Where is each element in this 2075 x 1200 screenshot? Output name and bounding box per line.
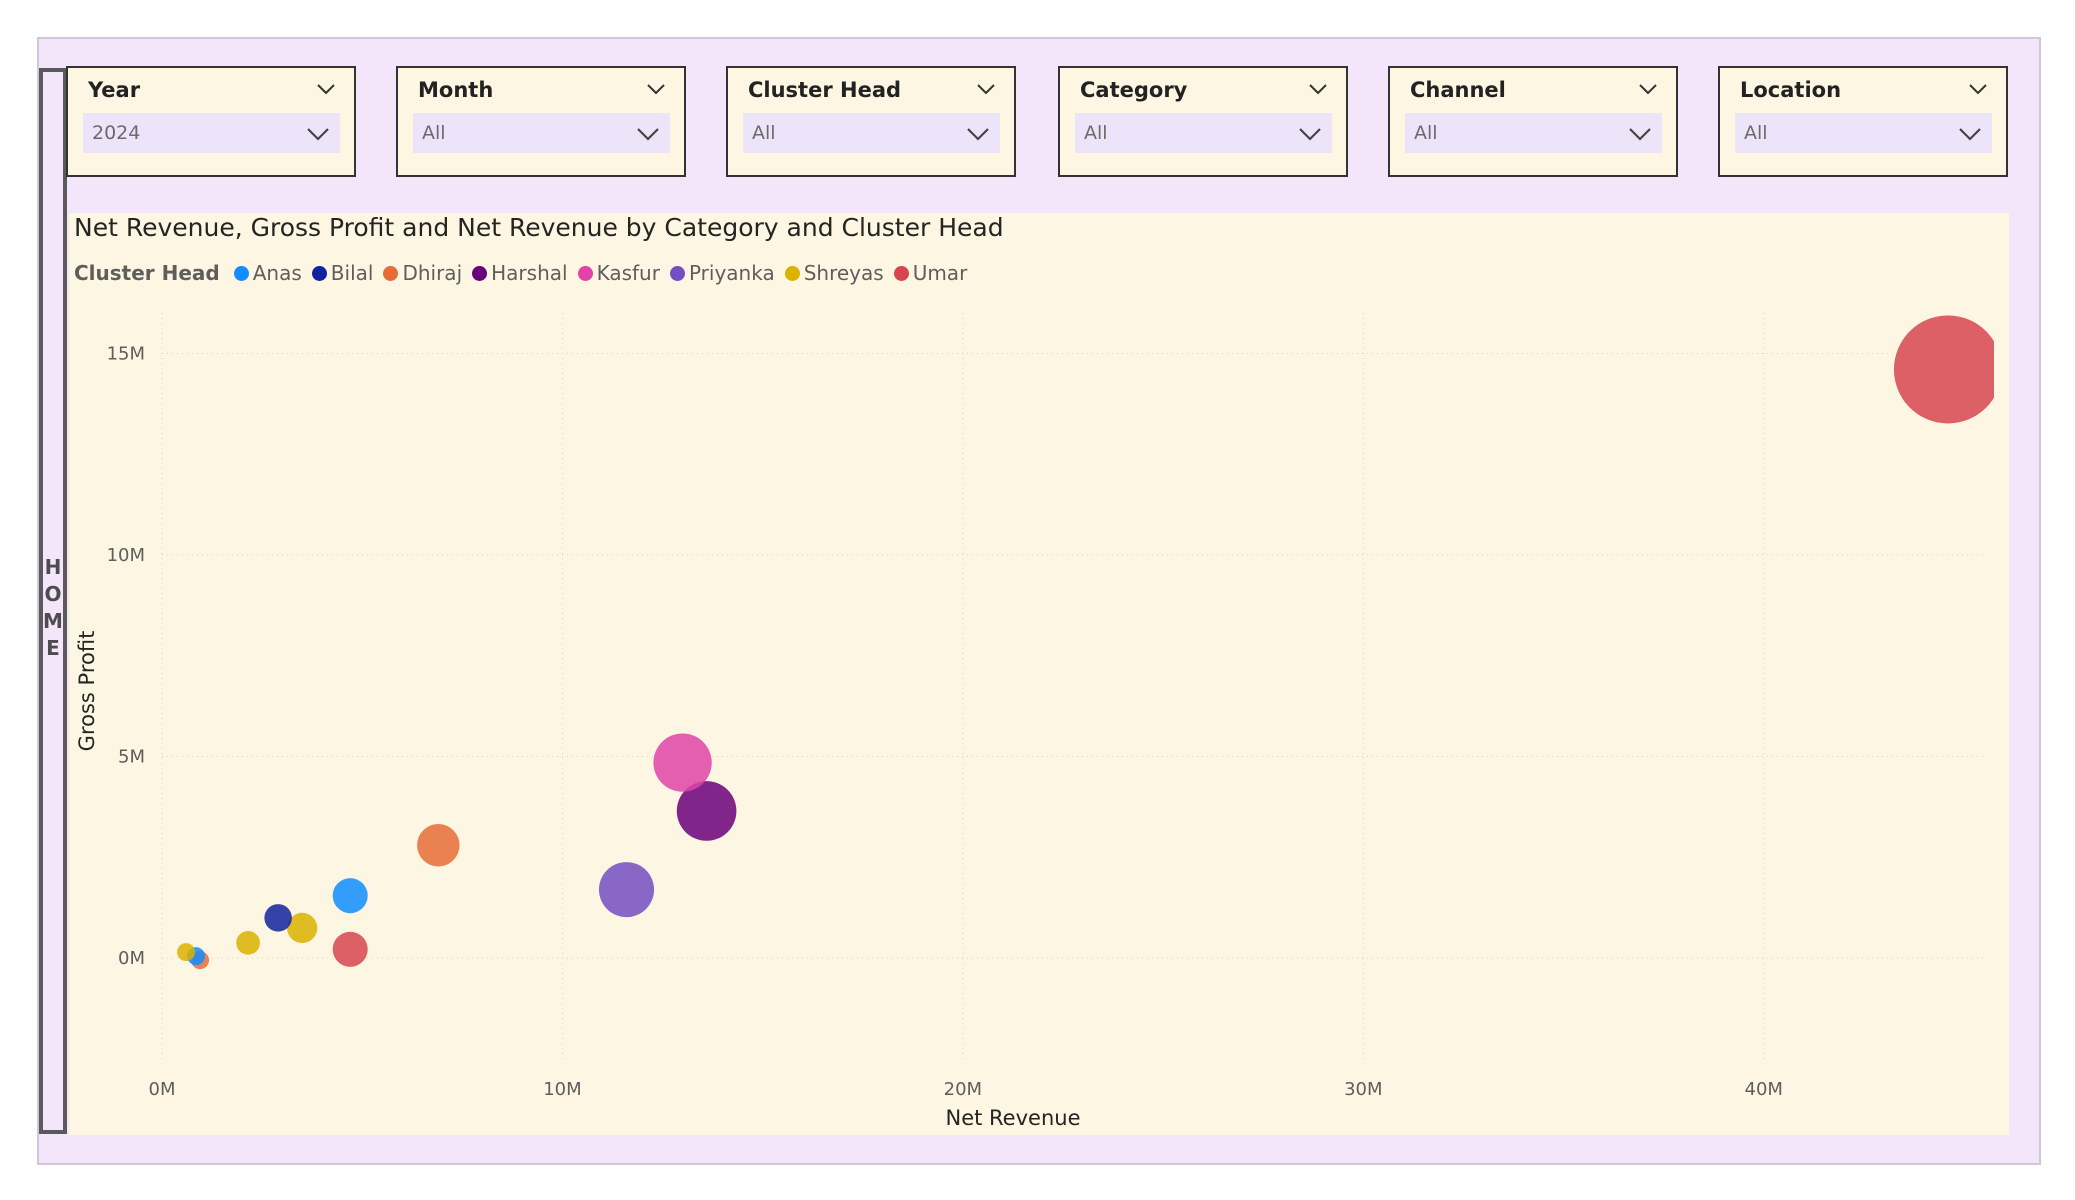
x-tick-label: 30M <box>1344 1079 1382 1100</box>
bubble-umar[interactable] <box>1893 315 2002 424</box>
legend-dot-icon <box>893 265 909 281</box>
home-button-label: HOME <box>43 555 63 660</box>
bubble-priyanka[interactable] <box>598 862 655 918</box>
bubble-harshal[interactable] <box>676 781 737 841</box>
scatter-chart-panel: Net Revenue, Gross Profit and Net Revenu… <box>69 213 2009 1135</box>
legend-label: Umar <box>912 261 968 285</box>
slicer-year: Year 2024 <box>66 66 356 177</box>
y-tick-label: 0M <box>118 948 145 969</box>
legend-item-harshal[interactable]: Harshal <box>472 261 568 285</box>
legend-item-dhiraj[interactable]: Dhiraj <box>383 261 462 285</box>
chevron-down-icon <box>1629 128 1651 141</box>
legend-dot-icon <box>233 265 249 281</box>
bubble-shreyas[interactable] <box>177 943 196 962</box>
chevron-down-icon <box>967 128 989 141</box>
slicer-cluster-head: Cluster Head All <box>726 66 1016 177</box>
chevron-down-icon[interactable] <box>1308 82 1328 96</box>
chevron-down-icon[interactable] <box>1968 82 1988 96</box>
slicer-location: Location All <box>1718 66 2008 177</box>
legend-item-umar[interactable]: Umar <box>893 261 968 285</box>
chevron-down-icon[interactable] <box>976 82 996 96</box>
slicer-category-title: Category <box>1080 78 1188 102</box>
slicer-year-value: 2024 <box>92 122 141 144</box>
legend-dot-icon <box>577 265 593 281</box>
x-axis-label: Net Revenue <box>946 1106 1081 1130</box>
chevron-down-icon <box>1299 128 1321 141</box>
legend-dot-icon <box>472 265 488 281</box>
slicer-cluster-head-dropdown[interactable]: All <box>743 113 1000 153</box>
slicer-location-dropdown[interactable]: All <box>1735 113 1992 153</box>
slicer-year-dropdown[interactable]: 2024 <box>83 113 340 153</box>
bubble-umar[interactable] <box>332 931 368 967</box>
legend-label: Anas <box>252 261 302 285</box>
legend-dot-icon <box>311 265 327 281</box>
slicer-category-value: All <box>1084 122 1108 144</box>
bubble-group <box>177 315 2002 970</box>
scatter-plot: 0M 10M 20M 30M 40M 0M 5M 10M 15M Net Revenue Gross… <box>75 313 2002 1130</box>
chevron-down-icon <box>637 128 659 141</box>
legend-title: Cluster Head <box>74 261 220 285</box>
bubble-shreyas[interactable] <box>287 912 318 944</box>
slicer-channel-value: All <box>1414 122 1438 144</box>
y-tick-label: 15M <box>107 343 145 364</box>
legend-label: Shreyas <box>803 261 884 285</box>
chevron-down-icon <box>1959 128 1981 141</box>
y-tick-label: 5M <box>118 747 145 768</box>
legend-dot-icon <box>784 265 800 281</box>
slicer-cluster-head-title: Cluster Head <box>748 78 902 102</box>
x-tick-label: 10M <box>543 1079 581 1100</box>
y-tick-label: 10M <box>107 545 145 566</box>
legend-dot-icon <box>669 265 685 281</box>
bubble-dhiraj[interactable] <box>417 824 460 867</box>
slicer-cluster-head-value: All <box>752 122 776 144</box>
slicer-location-value: All <box>1744 122 1768 144</box>
legend-label: Harshal <box>491 261 568 285</box>
chevron-down-icon <box>307 128 329 141</box>
chart-legend: Cluster Head Anas Bilal Dhiraj Harshal Kasfu… <box>74 261 977 285</box>
bubble-anas[interactable] <box>332 878 368 914</box>
chevron-down-icon[interactable] <box>646 82 666 96</box>
legend-item-bilal[interactable]: Bilal <box>311 261 374 285</box>
x-tick-label: 40M <box>1745 1079 1783 1100</box>
slicer-month-dropdown[interactable]: All <box>413 113 670 153</box>
slicer-month-value: All <box>422 122 446 144</box>
bubble-bilal[interactable] <box>264 904 292 932</box>
bubble-shreyas[interactable] <box>236 930 260 955</box>
chevron-down-icon[interactable] <box>1638 82 1658 96</box>
x-tick-label: 20M <box>944 1079 982 1100</box>
bubble-kasfur[interactable] <box>653 733 712 792</box>
legend-label: Dhiraj <box>402 261 463 285</box>
legend-item-anas[interactable]: Anas <box>233 261 302 285</box>
legend-label: Priyanka <box>688 261 775 285</box>
slicer-channel-dropdown[interactable]: All <box>1405 113 1662 153</box>
y-axis-label: Gross Profit <box>75 631 99 752</box>
slicer-channel-title: Channel <box>1410 78 1506 102</box>
x-tick-label: 0M <box>149 1079 176 1100</box>
chart-title: Net Revenue, Gross Profit and Net Revenu… <box>74 213 1004 242</box>
slicer-category: Category All <box>1058 66 1348 177</box>
chevron-down-icon[interactable] <box>316 82 336 96</box>
legend-item-priyanka[interactable]: Priyanka <box>669 261 775 285</box>
slicer-month-title: Month <box>418 78 494 102</box>
slicer-category-dropdown[interactable]: All <box>1075 113 1332 153</box>
legend-label: Bilal <box>330 261 374 285</box>
legend-label: Kasfur <box>596 261 660 285</box>
slicer-location-title: Location <box>1740 78 1842 102</box>
legend-item-shreyas[interactable]: Shreyas <box>784 261 884 285</box>
slicer-year-title: Year <box>88 78 141 102</box>
slicer-month: Month All <box>396 66 686 177</box>
legend-dot-icon <box>383 265 399 281</box>
legend-item-kasfur[interactable]: Kasfur <box>577 261 660 285</box>
home-button[interactable]: HOME <box>39 68 67 1134</box>
slicer-channel: Channel All <box>1388 66 1678 177</box>
